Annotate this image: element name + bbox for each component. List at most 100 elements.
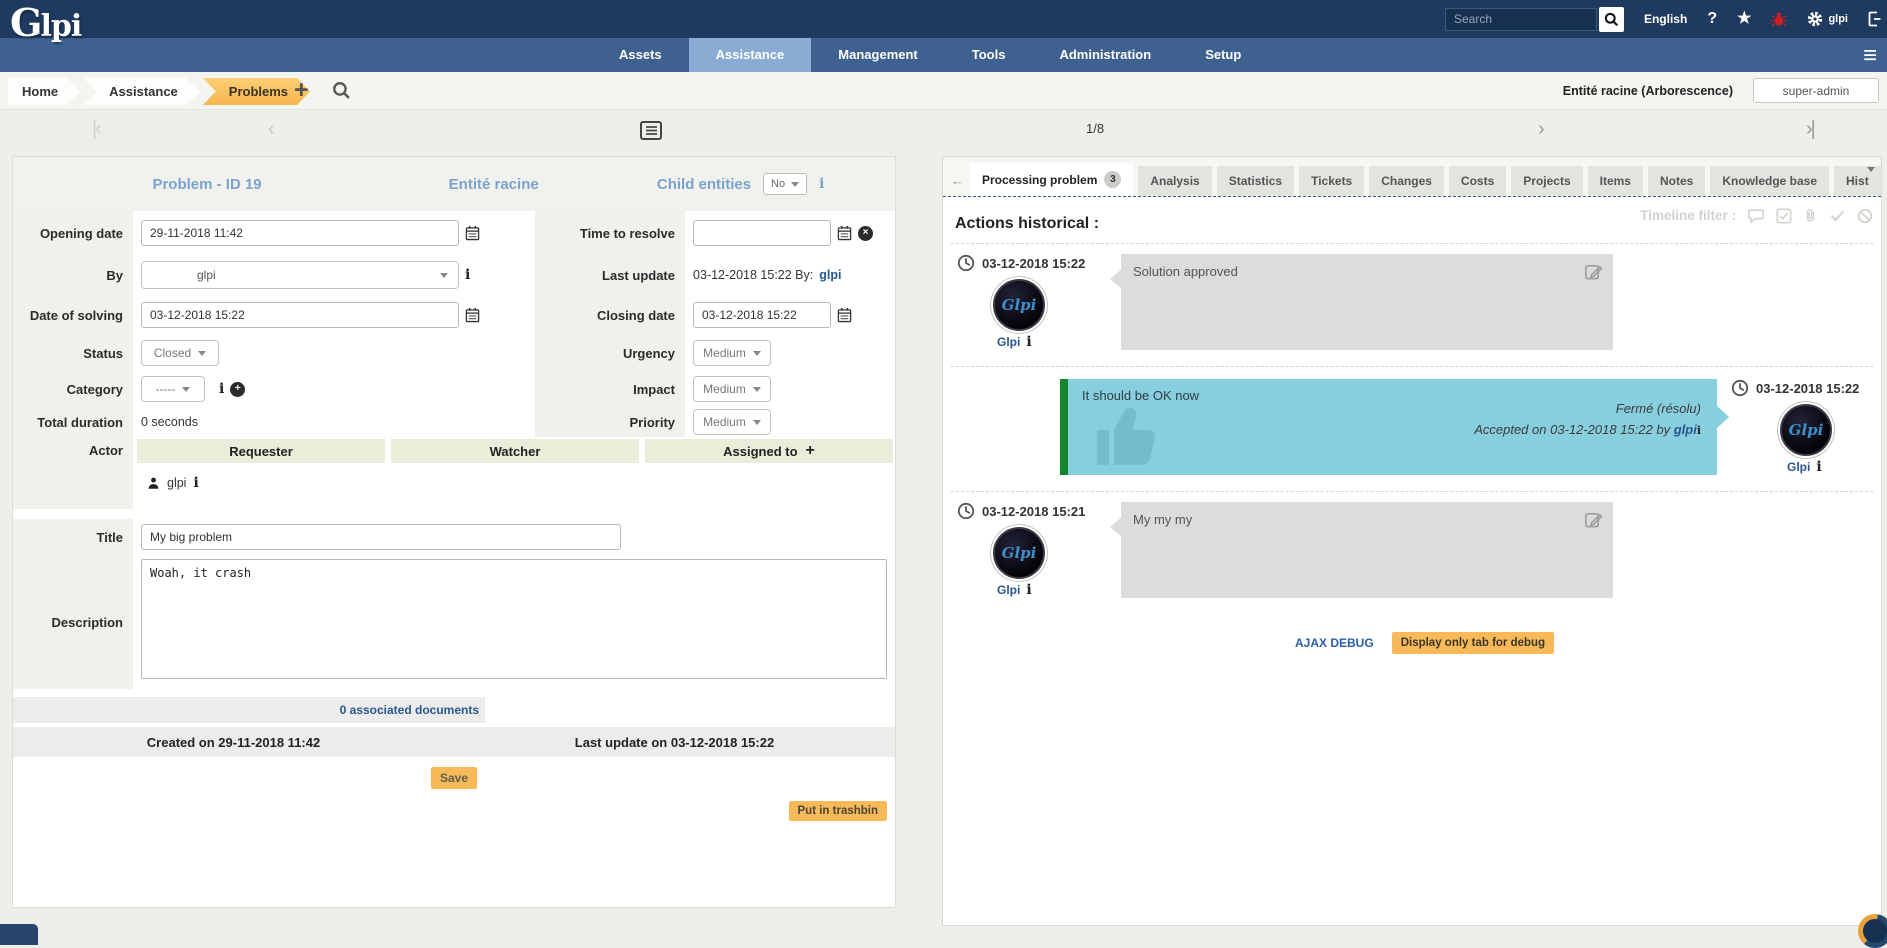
menu-administration[interactable]: Administration (1059, 47, 1152, 62)
category-select[interactable]: ----- (141, 376, 205, 402)
info-icon[interactable]: i (1026, 334, 1032, 350)
next-record-button[interactable]: › (1538, 118, 1545, 140)
date-of-solving-input[interactable] (141, 302, 459, 328)
status-select[interactable]: Closed (141, 340, 219, 366)
edit-icon[interactable] (1584, 262, 1603, 281)
tab-changes[interactable]: Changes (1369, 166, 1444, 196)
entity-selector[interactable]: super-admin (1753, 78, 1879, 103)
feedback-bubble-icon[interactable] (1858, 914, 1887, 948)
first-record-button[interactable]: |‹ (92, 118, 102, 140)
priority-select[interactable]: Medium (693, 409, 771, 435)
tab-projects[interactable]: Projects (1511, 166, 1583, 196)
filter-document-icon[interactable] (1803, 207, 1818, 224)
timeline-timestamp: 03-12-2018 15:22 (982, 255, 1086, 271)
breadcrumb: Home Assistance Problems (8, 78, 313, 105)
avatar: Glpi (993, 527, 1045, 579)
bookmark-star-icon[interactable]: ★ (1737, 10, 1752, 27)
timeline-item-followup: 03-12-2018 15:22 Glpi Glpi i Solution ap… (943, 250, 1881, 358)
debug-bug-icon[interactable] (1771, 11, 1788, 27)
breadcrumb-home[interactable]: Home (8, 78, 80, 105)
glpi-logo[interactable]: Glpi (10, 0, 82, 45)
last-update-user-link[interactable]: glpi (819, 268, 842, 282)
add-assignee-icon[interactable]: + (805, 442, 815, 459)
info-icon[interactable]: i (465, 267, 471, 283)
info-icon[interactable]: i (1696, 423, 1701, 437)
filter-validation-icon[interactable] (1829, 208, 1846, 223)
last-record-button[interactable]: ›| (1806, 118, 1816, 140)
language-selector[interactable]: English (1643, 12, 1688, 26)
calendar-icon[interactable] (837, 225, 852, 241)
username-label: glpi (1828, 13, 1848, 25)
add-problem-icon[interactable]: + (294, 76, 309, 104)
menu-tools[interactable]: Tools (971, 47, 1006, 62)
search-problems-icon[interactable] (332, 81, 351, 100)
menu-assistance[interactable]: Assistance (688, 38, 812, 72)
breadcrumb-assistance[interactable]: Assistance (83, 78, 200, 105)
info-icon[interactable]: i (1026, 582, 1032, 598)
hamburger-menu-icon[interactable]: ≡ (1862, 42, 1877, 69)
tab-items[interactable]: Items (1587, 166, 1643, 196)
timeline-author-link[interactable]: Glpi (997, 583, 1021, 597)
timeline-author-link[interactable]: Glpi (1787, 460, 1811, 474)
info-icon[interactable]: i (219, 381, 225, 397)
info-icon[interactable]: i (1816, 459, 1822, 475)
menu-assets[interactable]: Assets (619, 47, 662, 62)
global-search-input[interactable] (1444, 7, 1597, 31)
clear-date-icon[interactable]: × (858, 225, 873, 241)
tab-processing-problem[interactable]: Processing problem 3 (970, 163, 1134, 196)
info-icon[interactable]: i (819, 176, 825, 192)
footer-tab (0, 924, 38, 945)
global-search-button[interactable] (1598, 6, 1624, 32)
save-button[interactable]: Save (430, 767, 478, 789)
edit-icon[interactable] (1584, 510, 1603, 529)
opening-date-input[interactable] (141, 220, 459, 246)
tabs-dropdown-icon[interactable] (1867, 167, 1875, 172)
tab-notes[interactable]: Notes (1647, 166, 1706, 196)
time-to-resolve-input[interactable] (693, 220, 831, 246)
filter-reset-icon[interactable] (1857, 208, 1873, 224)
tabs-scroll-left-icon[interactable]: ← (951, 173, 964, 188)
filter-task-icon[interactable] (1776, 208, 1792, 224)
category-label: Category (13, 371, 133, 407)
display-debug-tab-button[interactable]: Display only tab for debug (1391, 632, 1555, 654)
solution-status: Fermé (résolu) (1615, 401, 1701, 416)
last-update-label: Last update (535, 255, 685, 295)
urgency-select[interactable]: Medium (693, 340, 771, 366)
impact-select[interactable]: Medium (693, 376, 771, 402)
entity-name: Entité racine (448, 175, 539, 193)
info-icon[interactable]: i (193, 475, 199, 491)
help-icon[interactable]: ? (1707, 10, 1718, 27)
ajax-debug-link[interactable]: AJAX DEBUG (1295, 636, 1374, 650)
tab-costs[interactable]: Costs (1448, 166, 1507, 196)
watcher-column-header: Watcher (391, 439, 639, 463)
tab-statistics[interactable]: Statistics (1216, 166, 1295, 196)
tab-knowledge-base[interactable]: Knowledge base (1710, 166, 1830, 196)
associated-documents-link[interactable]: 0 associated documents (339, 703, 479, 717)
closing-date-input[interactable] (693, 302, 831, 328)
menu-setup[interactable]: Setup (1205, 47, 1242, 62)
put-in-trashbin-button[interactable]: Put in trashbin (788, 801, 887, 821)
by-select[interactable]: glpi (141, 261, 459, 289)
timeline-author-link[interactable]: Glpi (997, 335, 1021, 349)
user-icon (147, 476, 160, 490)
filter-followup-icon[interactable] (1747, 208, 1765, 224)
calendar-icon[interactable] (837, 307, 852, 323)
logout-icon[interactable] (1868, 11, 1881, 27)
user-settings[interactable]: glpi (1807, 11, 1848, 27)
tab-analysis[interactable]: Analysis (1138, 166, 1212, 196)
by-label: By (13, 255, 133, 295)
list-view-icon[interactable] (640, 121, 662, 140)
calendar-icon[interactable] (465, 225, 480, 241)
solution-accepted-by-link[interactable]: glpi (1673, 421, 1697, 437)
chevron-down-icon (791, 181, 800, 187)
add-category-icon[interactable]: + (230, 381, 246, 397)
tab-tickets[interactable]: Tickets (1299, 166, 1365, 196)
breadcrumb-problems[interactable]: Problems (203, 78, 310, 105)
description-textarea[interactable]: Woah, it crash (141, 559, 887, 679)
title-input[interactable] (141, 524, 621, 550)
child-entities-select[interactable]: No (763, 173, 808, 195)
previous-record-button[interactable]: ‹ (268, 118, 275, 140)
menu-management[interactable]: Management (838, 47, 918, 62)
calendar-icon[interactable] (465, 307, 480, 323)
last-update-value: 03-12-2018 15:22 By: (693, 268, 814, 282)
